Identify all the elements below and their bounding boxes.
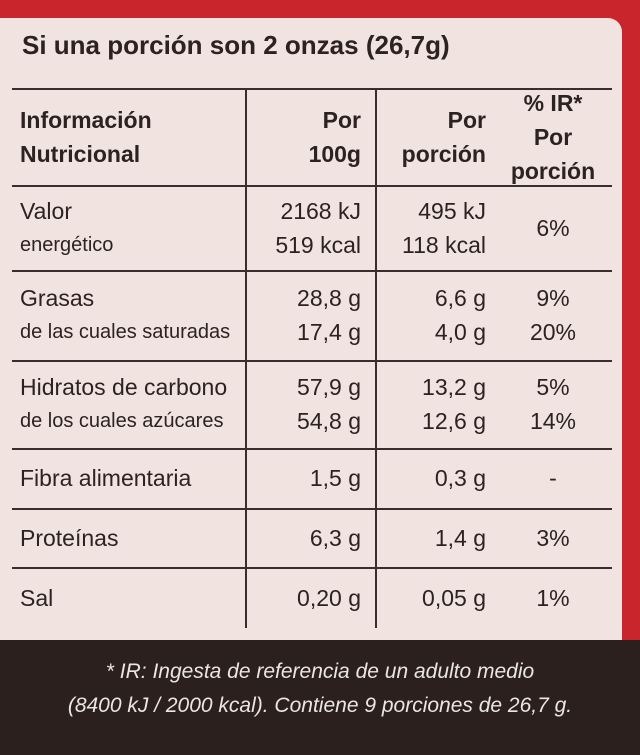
cell-text: 1,4 g xyxy=(434,524,486,551)
row-rule xyxy=(12,567,612,569)
cell-text: 3% xyxy=(536,524,570,551)
column-header: % IR* xyxy=(523,89,583,116)
cell-text: 57,9 g xyxy=(297,374,361,400)
footnote: (8400 kJ / 2000 kcal). Contiene 9 porcio… xyxy=(67,694,573,717)
cell-text: 495 kJ xyxy=(418,197,486,224)
cell-text: 4,0 g xyxy=(434,319,486,345)
cell-text: 17,4 g xyxy=(297,319,361,345)
cell-text: 1% xyxy=(536,584,570,611)
column-header: Información xyxy=(20,106,152,133)
top-rule xyxy=(12,88,612,90)
cell-text: Grasas xyxy=(20,285,95,311)
column-rule xyxy=(375,88,377,628)
cell-text: energético xyxy=(20,233,114,256)
column-header: 100g xyxy=(308,140,361,167)
cell-text: Fibra alimentaria xyxy=(20,465,192,491)
cell-text: 0,05 g xyxy=(422,584,486,611)
row-rule xyxy=(12,270,612,272)
cell-text: 5% xyxy=(536,374,570,400)
cell-text: Hidratos de carbono xyxy=(20,374,228,400)
cell-text: 13,2 g xyxy=(422,374,486,400)
cell-text: 6% xyxy=(536,214,570,241)
cell-text: 14% xyxy=(529,408,577,434)
cell-text: 28,8 g xyxy=(297,285,361,311)
cell-text: Sal xyxy=(20,584,54,611)
label-paper xyxy=(0,18,622,648)
column-header: Por xyxy=(447,106,486,133)
cell-text: - xyxy=(549,465,557,491)
column-header: Por xyxy=(322,106,361,133)
row-rule xyxy=(12,448,612,450)
column-header: Por xyxy=(533,123,573,150)
row-rule xyxy=(12,185,612,187)
cell-text: 6,6 g xyxy=(434,285,486,311)
cell-text: 2168 kJ xyxy=(280,197,361,224)
column-header: porción xyxy=(401,140,486,167)
cell-text: 0,20 g xyxy=(297,584,361,611)
footer-band xyxy=(0,640,640,755)
title: Si una porción son 2 onzas (26,7g) xyxy=(22,30,450,60)
cell-text: 6,3 g xyxy=(309,524,361,551)
column-header: Nutricional xyxy=(20,140,141,167)
row-rule xyxy=(12,508,612,510)
footnote: * IR: Ingesta de referencia de un adulto… xyxy=(105,660,535,683)
cell-text: 519 kcal xyxy=(275,231,361,258)
cell-text: 12,6 g xyxy=(422,408,486,434)
column-rule xyxy=(245,88,247,628)
cell-text: 54,8 g xyxy=(297,408,361,434)
cell-text: 1,5 g xyxy=(309,465,361,491)
cell-text: Valor xyxy=(20,197,72,224)
cell-text: 118 kcal xyxy=(402,231,486,258)
cell-text: Proteínas xyxy=(20,524,119,551)
column-header: porción xyxy=(510,157,596,184)
cell-text: de las cuales saturadas xyxy=(20,321,231,343)
cell-text: 20% xyxy=(529,319,577,345)
cell-text: 9% xyxy=(536,285,570,311)
cell-text: 0,3 g xyxy=(434,465,486,491)
cell-text: de los cuales azúcares xyxy=(20,410,224,432)
row-rule xyxy=(12,360,612,362)
